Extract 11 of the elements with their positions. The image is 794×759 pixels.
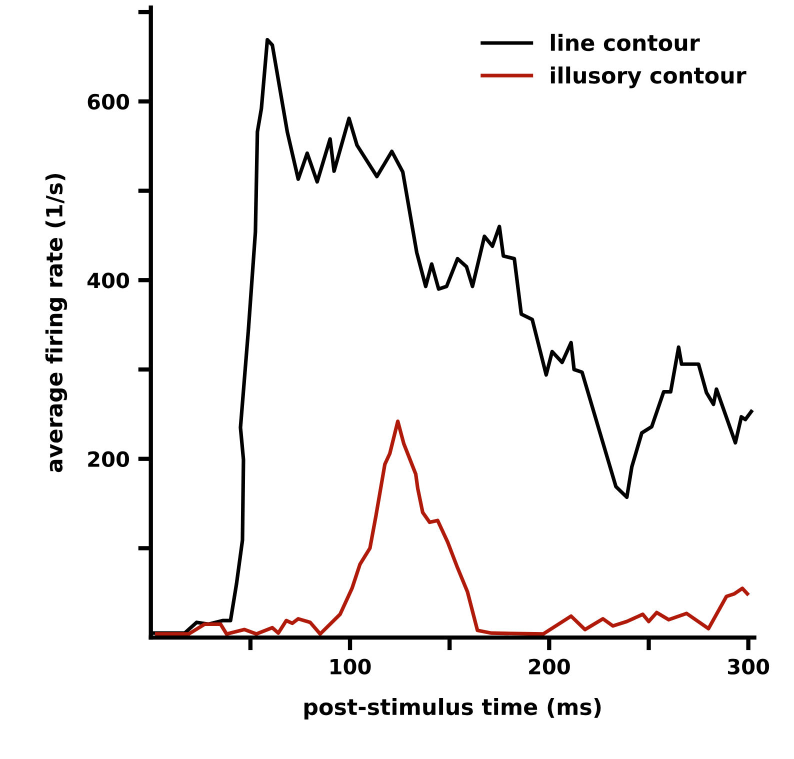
x-tick-label: 200 (529, 658, 570, 675)
line-series (155, 420, 750, 636)
y-tick-label: 400 (87, 272, 130, 288)
y-axis-title: average firing rate (1/s) (45, 174, 68, 472)
legend-label: line contour (550, 34, 700, 52)
y-tick-label: 600 (88, 94, 130, 110)
x-tick-label: 100 (330, 658, 371, 675)
y-tick-label: 200 (88, 451, 130, 468)
x-tick-label: 300 (728, 658, 770, 675)
legend-label: illusory contour (550, 66, 746, 88)
x-axis-title: post-stimulus time (ms) (304, 698, 601, 720)
